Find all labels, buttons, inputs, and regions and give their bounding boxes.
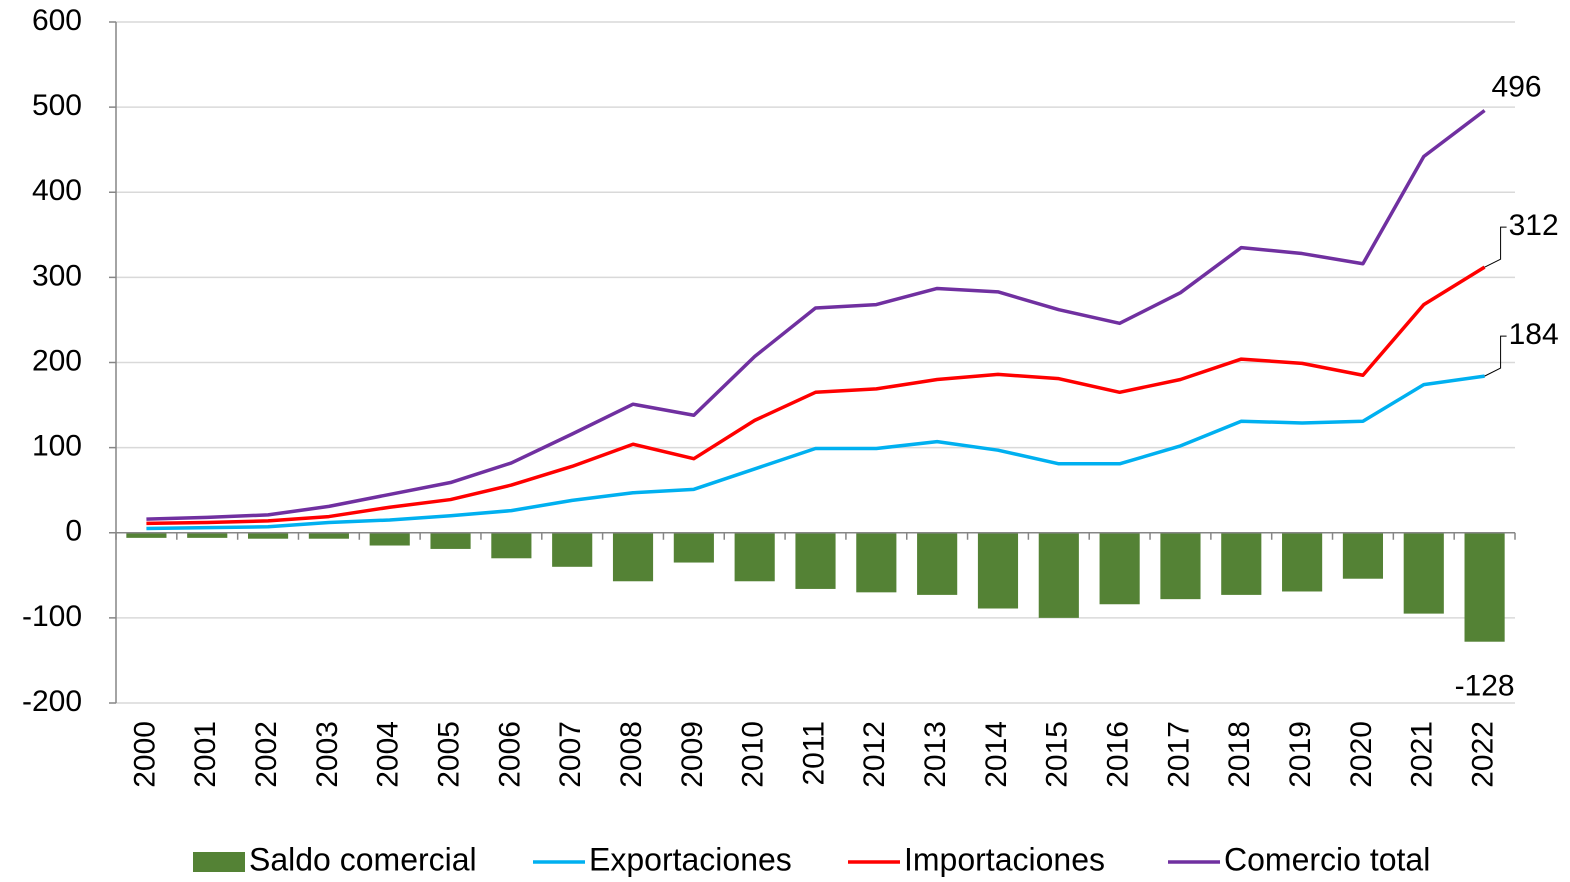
bar: [1464, 532, 1505, 642]
y-tick-label: 200: [32, 344, 82, 377]
x-tick-label: 2018: [1223, 721, 1256, 788]
line: [146, 374, 1485, 531]
data-label: -128: [1455, 670, 1515, 703]
legend-label: Importaciones: [904, 841, 1105, 877]
bar: [673, 532, 714, 563]
x-tick-label: 2014: [980, 721, 1013, 788]
y-tick-label: -200: [22, 685, 82, 718]
bar: [977, 532, 1019, 609]
legend-swatch: [193, 852, 245, 872]
bar: [1099, 532, 1140, 605]
x-tick-label: 2009: [676, 721, 709, 788]
bar: [734, 532, 775, 582]
y-tick-label: 0: [65, 515, 82, 548]
x-tick-label: 2017: [1162, 721, 1195, 788]
data-label: 496: [1492, 70, 1542, 103]
x-tick-label: 2016: [1102, 721, 1135, 788]
x-tick-label: 2001: [189, 721, 222, 788]
x-tick-label: 2006: [493, 721, 526, 788]
y-tick-label: -100: [22, 600, 82, 633]
x-tick-label: 2007: [554, 721, 587, 788]
x-tick-label: 2020: [1345, 721, 1378, 788]
y-tick-label: 500: [32, 89, 82, 122]
x-tick-label: 2010: [737, 721, 770, 788]
bar: [1221, 532, 1262, 595]
legend-label: Comercio total: [1224, 841, 1430, 877]
bar: [369, 532, 410, 546]
line: [146, 109, 1486, 521]
x-tick-label: 2008: [615, 721, 648, 788]
x-tick-label: 2011: [797, 721, 830, 786]
bar: [430, 532, 471, 549]
x-tick-label: 2004: [372, 721, 405, 788]
x-tick-label: 2021: [1406, 721, 1439, 788]
bar: [308, 532, 349, 539]
bar: [247, 532, 289, 539]
y-tick-label: 300: [32, 259, 82, 292]
x-tick-label: 2003: [311, 721, 344, 788]
x-tick-label: 2013: [919, 721, 952, 788]
bar: [1403, 532, 1444, 614]
bar: [552, 532, 593, 567]
bar: [1342, 532, 1384, 579]
bar: [187, 532, 228, 538]
bar: [917, 532, 958, 595]
bar: [856, 532, 897, 593]
y-tick-label: 100: [32, 430, 82, 463]
bar: [1038, 532, 1079, 618]
bar: [1160, 532, 1201, 600]
line: [146, 265, 1486, 526]
x-tick-label: 2015: [1041, 721, 1074, 788]
leader-line: [1484, 335, 1507, 377]
data-label: 312: [1509, 209, 1559, 242]
leader-line: [1484, 226, 1507, 268]
x-tick-label: 2005: [432, 721, 465, 788]
data-label: 184: [1509, 318, 1559, 351]
bar: [612, 532, 654, 582]
bar: [126, 532, 167, 538]
x-tick-label: 2000: [128, 721, 161, 788]
y-tick-label: 600: [32, 4, 82, 37]
x-tick-label: 2022: [1467, 721, 1500, 788]
bar: [795, 532, 836, 589]
x-tick-label: 2002: [250, 721, 283, 788]
bar: [491, 532, 532, 559]
legend-label: Saldo comercial: [249, 841, 477, 877]
bar: [1282, 532, 1323, 592]
x-tick-label: 2019: [1284, 721, 1317, 788]
y-tick-label: 400: [32, 174, 82, 207]
legend-label: Exportaciones: [589, 841, 792, 877]
x-tick-label: 2012: [858, 721, 891, 788]
